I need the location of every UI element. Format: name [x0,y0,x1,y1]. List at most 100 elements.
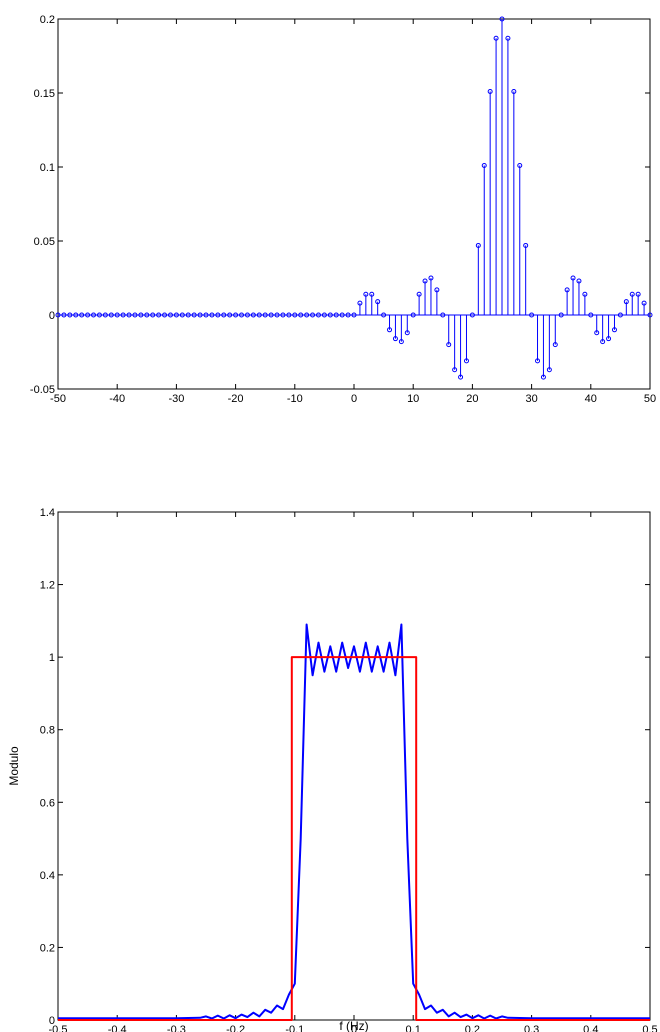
stem-marker [298,312,304,318]
stem-marker [96,312,102,318]
x-tick-label: -0.1 [285,1024,304,1032]
stem-marker [327,312,333,318]
top-chart-ticks: -50 -40 -30 -20 -10 0 10 20 30 40 50 -0.05 0 0.05 0.1 0… [30,14,656,405]
stem-marker [321,312,327,318]
stem-marker [611,327,617,333]
stem-marker [481,163,487,169]
series-line [58,623,650,1020]
stem-marker [144,312,150,318]
x-tick-label: 30 [525,393,537,405]
x-tick-label: -0.4 [108,1024,127,1032]
stem-marker [339,312,345,318]
y-tick-label: 0 [49,1015,55,1027]
stem-marker [422,278,428,284]
x-tick-label: 0.3 [524,1024,539,1032]
stem-marker [487,89,493,95]
y-tick-label: 1.4 [40,507,55,519]
stem-marker [221,312,227,318]
stem-marker [540,374,546,380]
stem-marker [558,312,564,318]
stem-marker [404,330,410,336]
stem-marker [150,312,156,318]
stem-marker [469,312,475,318]
stem-marker [392,336,398,342]
stem-marker [552,342,558,348]
bottom-y-axis-label: Modulo [7,746,21,786]
x-tick-label: -40 [109,393,125,405]
stem-marker [126,312,132,318]
stem-marker [173,312,179,318]
stem-marker [629,291,635,297]
stem-marker [197,312,203,318]
stem-marker [582,291,588,297]
stem-marker [292,312,298,318]
bottom-x-axis-label: f (Hz) [339,1019,368,1032]
stem-marker [227,312,233,318]
stem-marker [132,312,138,318]
stem-marker [215,312,221,318]
x-tick-label: 0 [351,393,357,405]
stem-marker [493,35,499,41]
x-tick-label: 50 [644,393,656,405]
stem-marker [434,287,440,293]
x-tick-label: -0.3 [167,1024,186,1032]
stem-marker [535,358,541,364]
x-tick-label: 0.4 [583,1024,598,1032]
stem-marker [440,312,446,318]
x-tick-label: -0.5 [49,1024,68,1032]
stem-marker [369,291,375,297]
stem-marker [67,312,73,318]
stem-marker [250,312,256,318]
stem-marker [55,312,61,318]
stem-marker [576,278,582,284]
stem-marker [511,89,517,95]
stem-marker [120,312,126,318]
stem-marker [262,312,268,318]
x-tick-label: -0.2 [226,1024,245,1032]
y-tick-label: -0.05 [30,384,55,396]
x-tick-label: 0.5 [642,1024,657,1032]
y-tick-label: 1 [49,652,55,664]
stem-marker [505,35,511,41]
series-line [58,656,650,1021]
stem-marker [564,287,570,293]
stem-marker [73,312,79,318]
stem-marker [162,312,168,318]
x-tick-label: 0.1 [406,1024,421,1032]
stem-marker [91,312,97,318]
stem-marker [641,300,647,306]
y-tick-label: 0.2 [40,14,55,26]
stem-marker [475,242,481,248]
stem-marker [594,330,600,336]
stem-marker [114,312,120,318]
stem-marker [546,367,552,373]
stem-marker [570,275,576,281]
stem-marker [529,312,535,318]
stem-marker [617,312,623,318]
stem-marker [398,339,404,345]
y-tick-label: 1.2 [40,580,55,592]
x-tick-label: -10 [287,393,303,405]
stem-marker [280,312,286,318]
stem-marker [357,300,363,306]
stem-marker [387,327,393,333]
y-tick-label: 0.1 [40,162,55,174]
stem-marker [85,312,91,318]
bottom-chart-lines [58,623,650,1021]
stem-marker [600,339,606,345]
stem-marker [428,275,434,281]
x-tick-label: -20 [228,393,244,405]
stem-marker [375,299,381,305]
stem-marker [463,358,469,364]
stem-marker [233,312,239,318]
stem-marker [108,312,114,318]
stem-marker [623,299,629,305]
stem-marker [304,312,310,318]
stem-marker [286,312,292,318]
stem-marker [452,367,458,373]
stem-marker [156,312,162,318]
stem-marker [606,336,612,342]
stem-marker [446,342,452,348]
stem-marker [244,312,250,318]
